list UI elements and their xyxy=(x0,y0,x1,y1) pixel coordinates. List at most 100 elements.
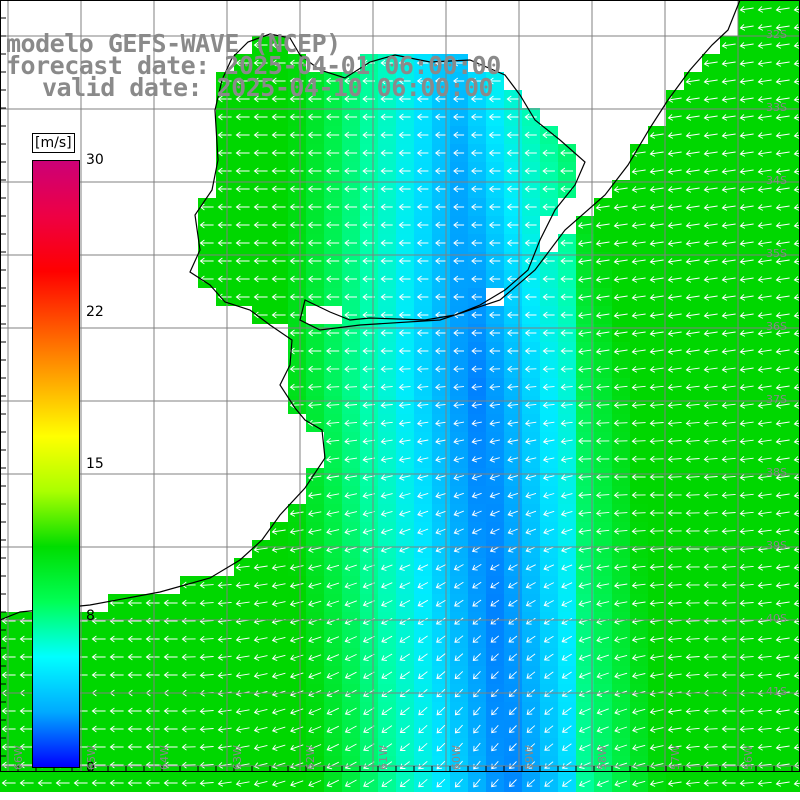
wind-arrow xyxy=(127,671,142,679)
wind-arrow xyxy=(381,761,393,770)
wind-arrow xyxy=(757,528,772,535)
wind-arrow xyxy=(632,708,646,715)
wind-arrow xyxy=(721,635,736,643)
wind-arrow xyxy=(326,492,340,499)
wind-arrow xyxy=(489,347,501,355)
wind-arrow xyxy=(560,275,573,283)
wind-arrow xyxy=(631,204,646,211)
wind-arrow xyxy=(524,347,537,355)
wind-arrow xyxy=(127,779,142,787)
wind-arrow xyxy=(289,672,304,680)
wind-arrow xyxy=(326,149,340,157)
wind-arrow xyxy=(543,617,554,625)
wind-arrow xyxy=(739,455,754,463)
wind-arrow xyxy=(416,257,429,265)
wind-arrow xyxy=(217,599,232,607)
wind-arrow xyxy=(542,347,555,355)
wind-arrow xyxy=(19,653,34,661)
wind-arrow xyxy=(235,672,250,679)
wind-arrow xyxy=(757,725,772,733)
wind-arrow xyxy=(739,581,754,589)
wind-arrow xyxy=(307,528,322,535)
longitude-label: 61W xyxy=(377,745,390,770)
wind-arrow xyxy=(524,239,537,247)
wind-arrow xyxy=(631,312,646,319)
wind-arrow xyxy=(217,167,232,175)
wind-arrow xyxy=(649,527,664,535)
wind-arrow xyxy=(398,437,411,445)
wind-arrow xyxy=(542,185,555,193)
wind-arrow xyxy=(453,492,464,499)
wind-arrow xyxy=(595,312,610,319)
wind-arrow xyxy=(489,438,500,445)
wind-arrow xyxy=(506,221,519,229)
wind-arrow xyxy=(289,77,304,85)
wind-arrow xyxy=(561,618,573,625)
wind-arrow xyxy=(453,131,465,139)
wind-arrow xyxy=(775,726,790,733)
wind-arrow xyxy=(163,653,178,661)
wind-arrow xyxy=(271,149,286,157)
wind-arrow xyxy=(326,221,340,229)
wind-arrow xyxy=(308,600,322,608)
wind-arrow xyxy=(631,419,646,427)
wind-arrow xyxy=(739,114,754,121)
wind-arrow xyxy=(757,366,772,373)
wind-arrow xyxy=(613,312,628,319)
wind-arrow xyxy=(289,636,304,644)
longitude-label: 63W xyxy=(231,745,244,770)
wind-arrow xyxy=(506,113,519,121)
wind-arrow xyxy=(757,779,772,787)
wind-arrow xyxy=(793,384,800,391)
wind-arrow xyxy=(561,779,572,787)
wind-arrow xyxy=(721,779,736,787)
wind-arrow xyxy=(163,743,178,751)
wind-arrow xyxy=(613,348,628,355)
wind-arrow xyxy=(596,564,610,571)
wind-arrow xyxy=(271,708,286,716)
title-forecast-date: forecast date: 2025-04-01 06:00:00 xyxy=(6,51,501,80)
wind-arrow xyxy=(507,365,519,373)
longitude-label: 60W xyxy=(450,745,463,770)
wind-arrow xyxy=(543,653,554,661)
wind-arrow xyxy=(307,149,322,157)
wind-arrow xyxy=(577,222,592,229)
wind-arrow xyxy=(739,150,754,157)
wind-arrow xyxy=(560,257,573,265)
wind-arrow xyxy=(649,348,664,355)
wind-arrow xyxy=(649,491,664,499)
wind-arrow xyxy=(721,707,736,715)
wind-arrow xyxy=(380,311,393,319)
wind-arrow xyxy=(526,671,536,679)
wind-arrow xyxy=(667,186,682,193)
wind-arrow xyxy=(145,725,160,733)
wind-arrow xyxy=(109,743,124,751)
wind-arrow xyxy=(578,546,592,553)
wind-arrow xyxy=(721,366,736,373)
wind-arrow xyxy=(435,492,447,499)
wind-arrow xyxy=(739,671,754,679)
wind-arrow xyxy=(399,600,411,607)
wind-arrow xyxy=(326,743,339,752)
wind-arrow xyxy=(667,780,682,787)
wind-arrow xyxy=(398,257,411,265)
wind-arrow xyxy=(471,293,482,301)
wind-arrow xyxy=(326,671,339,680)
wind-arrow xyxy=(109,707,124,715)
wind-arrow xyxy=(739,6,754,13)
wind-arrow xyxy=(578,708,591,715)
wind-arrow xyxy=(199,653,214,661)
wind-arrow xyxy=(416,203,429,211)
wind-arrow xyxy=(793,492,800,499)
wind-arrow xyxy=(436,653,446,661)
wind-arrow xyxy=(253,564,268,571)
wind-arrow xyxy=(381,671,393,679)
wind-arrow xyxy=(253,780,268,787)
wind-arrow xyxy=(199,671,214,679)
wind-arrow xyxy=(307,474,322,481)
wind-arrow xyxy=(667,437,682,445)
wind-arrow xyxy=(685,563,700,571)
latitude-label: 39S xyxy=(766,539,787,552)
wind-arrow xyxy=(649,581,664,589)
wind-arrow xyxy=(595,473,610,481)
